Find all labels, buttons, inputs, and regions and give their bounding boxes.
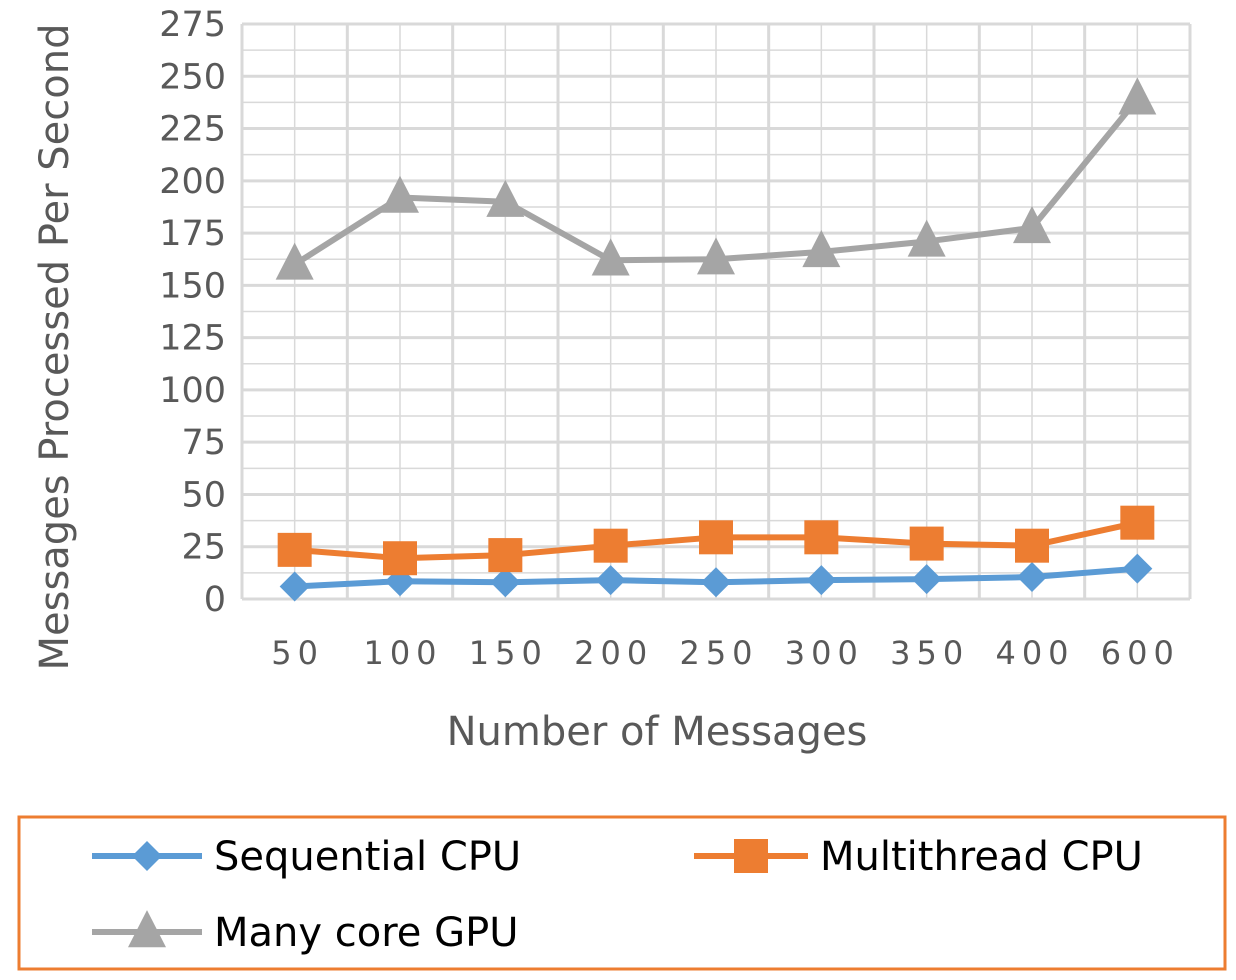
y-tick-label: 150 xyxy=(159,266,226,306)
data-point-diamond xyxy=(1017,562,1047,593)
data-point-square xyxy=(804,520,839,555)
data-point-square xyxy=(488,538,523,573)
x-tick-label: 50 xyxy=(271,634,324,672)
data-point-square xyxy=(909,526,944,561)
data-point-square xyxy=(383,541,417,576)
data-point-square xyxy=(1015,528,1049,563)
data-point-triangle xyxy=(907,219,946,257)
data-point-triangle xyxy=(802,230,841,268)
data-point-square xyxy=(699,520,733,555)
y-axis-title: Messages Processed Per Second xyxy=(32,24,78,671)
y-tick-label: 0 xyxy=(204,580,226,620)
grid xyxy=(240,22,1192,601)
y-tick-label: 100 xyxy=(159,371,226,411)
y-axis-ticks: 0 25 50 75 100 125 150 175 200 225 250 275 xyxy=(159,5,226,620)
legend-item: Multithread CPU xyxy=(694,834,1143,880)
x-tick-label: 400 xyxy=(995,634,1074,672)
legend-label: Many core GPU xyxy=(214,910,519,956)
x-tick-label: 100 xyxy=(363,634,442,672)
series-multithread-cpu xyxy=(277,505,1155,576)
legend-item: Many core GPU xyxy=(92,910,519,956)
y-tick-label: 75 xyxy=(181,423,226,463)
series-group xyxy=(275,77,1157,602)
x-tick-label: 250 xyxy=(679,634,758,672)
y-tick-label: 50 xyxy=(181,475,226,515)
data-point-triangle xyxy=(1118,77,1157,115)
legend-box xyxy=(17,815,1227,971)
series-many-core-gpu xyxy=(275,77,1157,280)
x-tick-label: 600 xyxy=(1101,634,1180,672)
legend-label: Sequential CPU xyxy=(214,834,521,880)
data-point-triangle xyxy=(486,179,525,217)
data-point-diamond xyxy=(595,565,626,596)
legend: Sequential CPU Multithread CPU Many core G… xyxy=(92,834,1143,956)
x-axis-title: Number of Messages xyxy=(447,709,868,755)
data-point-diamond xyxy=(279,571,310,602)
y-tick-label: 275 xyxy=(159,5,226,45)
data-point-triangle xyxy=(381,175,419,213)
data-point-diamond xyxy=(1122,553,1153,584)
legend-label: Multithread CPU xyxy=(820,834,1143,880)
x-tick-label: 350 xyxy=(890,634,969,672)
y-tick-label: 200 xyxy=(159,162,226,202)
data-point-square xyxy=(593,528,628,563)
y-tick-label: 25 xyxy=(181,528,226,568)
data-point-triangle xyxy=(275,242,314,280)
data-point-triangle xyxy=(1013,206,1051,244)
data-point-square xyxy=(734,839,768,873)
y-tick-label: 125 xyxy=(159,319,226,359)
data-point-triangle xyxy=(591,238,630,276)
x-tick-label: 200 xyxy=(574,634,653,672)
data-point-diamond xyxy=(490,567,521,598)
series-sequential-cpu xyxy=(279,553,1153,602)
data-point-square xyxy=(277,532,312,567)
data-point-diamond xyxy=(132,841,162,871)
data-point-diamond xyxy=(911,564,942,595)
x-axis-ticks: 50 100 150 200 250 300 350 400 600 xyxy=(271,634,1180,672)
legend-item: Sequential CPU xyxy=(92,834,521,880)
data-point-diamond xyxy=(701,567,731,598)
x-tick-label: 300 xyxy=(785,634,864,672)
data-point-triangle xyxy=(697,237,735,275)
data-point-triangle xyxy=(128,910,166,948)
x-tick-label: 150 xyxy=(469,634,548,672)
y-tick-label: 175 xyxy=(159,214,226,254)
y-tick-label: 225 xyxy=(159,110,226,150)
data-point-diamond xyxy=(806,565,837,596)
y-tick-label: 250 xyxy=(159,57,226,97)
data-point-square xyxy=(1120,505,1155,540)
